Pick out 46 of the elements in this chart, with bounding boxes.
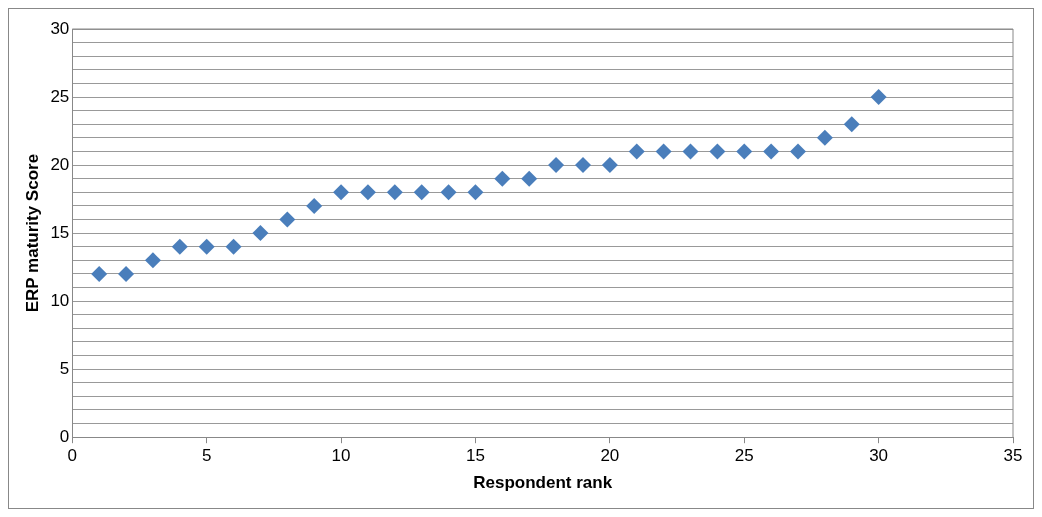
point bbox=[225, 238, 242, 255]
x-axis-title: Respondent rank bbox=[473, 473, 613, 493]
point bbox=[870, 89, 887, 106]
point bbox=[709, 143, 726, 160]
point bbox=[252, 225, 269, 242]
point bbox=[306, 197, 323, 214]
point bbox=[198, 238, 215, 255]
y-tick-label: 10 bbox=[50, 290, 70, 310]
y-tick-label: 30 bbox=[50, 18, 70, 38]
point bbox=[144, 252, 161, 269]
y-tick-label: 20 bbox=[50, 154, 70, 174]
point bbox=[736, 143, 753, 160]
x-tick-label: 20 bbox=[600, 446, 620, 466]
point bbox=[816, 129, 833, 146]
point bbox=[91, 265, 108, 282]
point bbox=[574, 157, 591, 174]
point bbox=[279, 211, 296, 228]
point bbox=[359, 184, 376, 201]
point bbox=[494, 170, 511, 187]
y-tick-label: 0 bbox=[59, 426, 70, 446]
point bbox=[521, 170, 538, 187]
point bbox=[655, 143, 672, 160]
point bbox=[789, 143, 806, 160]
point bbox=[118, 265, 135, 282]
y-tick-label: 5 bbox=[59, 358, 70, 378]
point bbox=[467, 184, 484, 201]
point bbox=[440, 184, 457, 201]
y-axis-title: ERP maturity Score bbox=[22, 153, 42, 313]
point bbox=[601, 157, 618, 174]
x-tick-label: 35 bbox=[1003, 446, 1023, 466]
point bbox=[413, 184, 430, 201]
point bbox=[548, 157, 565, 174]
point bbox=[171, 238, 188, 255]
x-tick-label: 5 bbox=[201, 446, 212, 466]
point bbox=[763, 143, 780, 160]
point bbox=[682, 143, 699, 160]
x-tick-label: 10 bbox=[331, 446, 351, 466]
x-tick-label: 15 bbox=[466, 446, 485, 466]
y-tick-label: 15 bbox=[50, 222, 70, 242]
point bbox=[386, 184, 403, 201]
x-tick-label: 25 bbox=[734, 446, 754, 466]
point bbox=[628, 143, 645, 160]
point bbox=[843, 116, 860, 133]
y-tick-label: 25 bbox=[50, 86, 70, 106]
x-tick-label: 30 bbox=[869, 446, 889, 466]
point bbox=[333, 184, 350, 201]
